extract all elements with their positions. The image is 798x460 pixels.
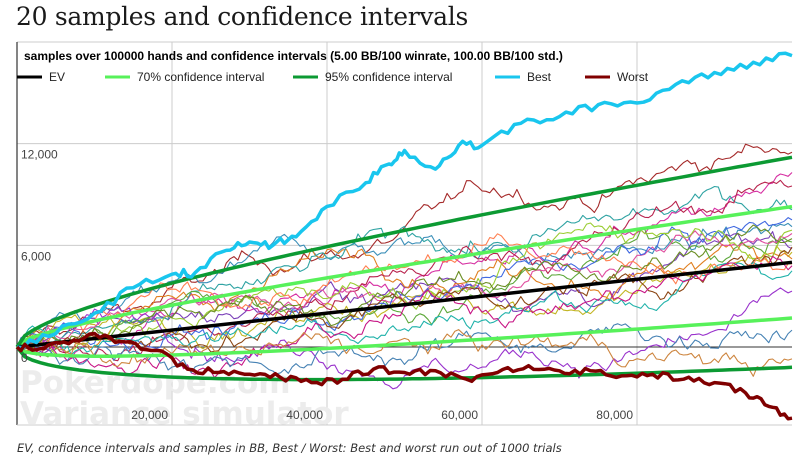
sample-line [16,233,793,354]
sample-line [16,262,793,356]
sample-line [16,222,793,348]
sample-lines [16,143,793,390]
legend-label-ci70: 70% confidence interval [137,70,264,84]
legend-item-ci70: 70% confidence interval [105,70,264,84]
legend-label-ev: EV [49,70,65,84]
ci95-upper-line [15,155,793,348]
chart-title: samples over 100000 hands and confidence… [24,49,563,63]
sample-line [16,179,793,362]
best-line [16,51,793,350]
watermark: Pokerdope.com Variance simulator [20,365,349,432]
legend-item-best: Best [495,70,552,84]
y-tick-label: 12,000 [21,148,58,162]
best-worst-lines [15,51,793,421]
ev-line [16,260,793,349]
x-tick-label: 60,000 [441,408,478,422]
legend-item-ci95: 95% confidence interval [293,70,452,84]
sample-line [16,224,793,351]
sample-line [16,255,793,379]
legend-label-worst: Worst [617,70,649,84]
sample-line [16,242,793,352]
sample-line [16,287,793,390]
y-tick-label: 6,000 [21,249,51,263]
sample-line [16,246,793,353]
x-tick-label: 40,000 [286,408,323,422]
confidence-bands [15,155,793,382]
ci70-lower-line [16,316,793,358]
watermark-line-2: Variance simulator [20,396,349,432]
page-title: 20 samples and confidence intervals [16,2,469,31]
y-tick-label: 0 [21,351,28,365]
sample-line [16,185,793,352]
legend-item-ev: EV [17,70,65,84]
chart: Pokerdope.com Variance simulator 0 6,000 1… [0,38,798,438]
ci70-upper-line [15,204,793,349]
watermark-line-1: Pokerdope.com [20,365,291,401]
worst-line [15,331,793,421]
axis-labels: 0 6,000 12,000 20,000 40,000 60,000 80,000 [21,148,633,422]
legend-item-worst: Worst [585,70,649,84]
x-tick-label: 80,000 [596,408,633,422]
chart-caption: EV, confidence intervals and samples in … [17,441,562,455]
x-tick-label: 20,000 [131,408,168,422]
chart-svg: Pokerdope.com Variance simulator 0 6,000 1… [15,41,793,432]
legend-label-ci95: 95% confidence interval [325,70,452,84]
legend: EV 70% confidence interval 95% confidence … [17,70,649,84]
legend-label-best: Best [527,70,552,84]
sample-line [16,329,793,377]
